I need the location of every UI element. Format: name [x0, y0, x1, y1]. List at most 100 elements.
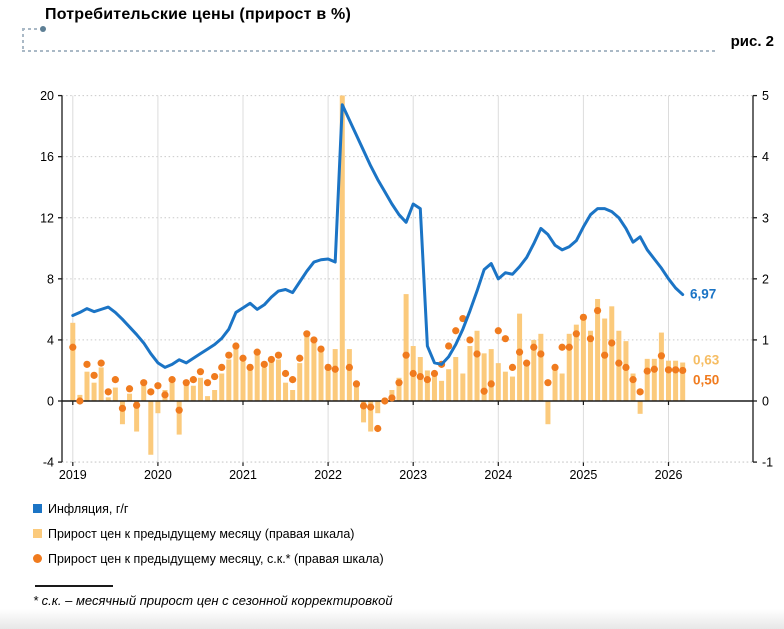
mom-bar: [318, 352, 324, 401]
mom-sa-dot: [480, 387, 488, 395]
right-axis-label: 0: [762, 395, 769, 409]
page-title: Потребительские цены (прирост в %): [45, 6, 351, 23]
mom-sa-dot-swatch: [33, 554, 42, 563]
year-label: 2020: [144, 468, 172, 482]
mom-bar: [219, 373, 225, 401]
mom-sa-dot: [679, 366, 687, 375]
mom-bar: [545, 401, 551, 425]
mom-bar: [573, 324, 579, 401]
mom-bar: [602, 318, 608, 401]
left-axis-label: 0: [47, 395, 54, 409]
mom-sa-dot: [140, 379, 148, 387]
mom-sa-dot: [636, 388, 644, 396]
annotation-dash-left: [22, 28, 24, 52]
right-axis-label: -1: [762, 456, 773, 470]
mom-bar: [112, 387, 118, 401]
legend-label: Инфляция, г/г: [48, 501, 129, 516]
mom-sa-dot: [409, 369, 417, 378]
mom-sa-dot: [189, 376, 197, 384]
mom-bar: [467, 346, 473, 401]
mom-bar: [247, 364, 253, 401]
mom-bar: [446, 369, 452, 401]
mom-bar: [268, 357, 274, 401]
mom-bar: [481, 353, 487, 401]
mom-bar: [119, 401, 125, 425]
mom-sa-dot: [359, 402, 368, 410]
mom-sa-dot: [664, 366, 673, 374]
mom-bar: [325, 364, 331, 401]
mom-bar: [311, 342, 317, 401]
mom-bar: [524, 363, 530, 401]
mom-sa-dot: [310, 336, 318, 344]
mom-sa-dots-series: [69, 306, 687, 433]
annotation-handle-dot[interactable]: [40, 26, 46, 32]
mom-sa-dot: [452, 327, 460, 335]
legend-item-inflation: Инфляция, г/г: [33, 496, 384, 521]
mom-bar: [595, 298, 601, 401]
mom-sa-dot: [317, 345, 325, 353]
mom-bar: [630, 373, 636, 401]
mom-sa-dot: [622, 363, 630, 372]
mom-bar: [474, 330, 480, 401]
mom-bar: [552, 367, 558, 401]
mom-bar: [587, 330, 593, 401]
grid-layer: [62, 95, 753, 466]
mom-sa-dot: [90, 371, 98, 379]
bottom-gradient: [0, 609, 784, 629]
mom-sa-dot: [118, 404, 127, 412]
mom-bar: [339, 95, 345, 401]
mom-sa-dot: [572, 330, 580, 338]
mom-bar: [205, 396, 211, 401]
mom-sa-dot: [530, 343, 538, 351]
end-value-label: 6,97: [690, 287, 716, 302]
mom-sa-dot: [388, 394, 396, 402]
year-label: 2019: [59, 468, 87, 482]
left-axis-label: 16: [40, 150, 54, 164]
left-axis-label: -4: [43, 456, 54, 470]
mom-sa-dot: [473, 350, 481, 358]
mom-sa-dot: [402, 351, 410, 359]
mom-sa-dot: [515, 348, 524, 356]
mom-sa-dot: [487, 380, 495, 388]
mom-sa-dot: [267, 355, 275, 364]
footnote-text: * с.к. – месячный прирост цен с сезонной…: [33, 593, 393, 608]
annotation-dash-top: [22, 28, 38, 30]
legend-item-mom-sa-dots: Прирост цен к предыдущему месяцу, с.к.* …: [33, 546, 384, 571]
mom-sa-dot: [629, 376, 637, 384]
mom-bar: [368, 401, 374, 432]
mom-sa-dot: [104, 388, 112, 396]
right-axis-label: 4: [762, 150, 769, 164]
mom-sa-dot: [551, 363, 559, 372]
mom-bar: [396, 377, 402, 401]
mom-bar: [609, 306, 615, 401]
legend-label: Прирост цен к предыдущему месяцу, с.к.* …: [48, 551, 384, 566]
mom-sa-dot: [508, 363, 517, 372]
mom-sa-dot: [374, 424, 382, 433]
mom-bar: [644, 358, 650, 401]
mom-bar: [197, 377, 203, 401]
mom-bar: [275, 359, 281, 401]
mom-sa-dot: [345, 363, 353, 372]
right-axis-label: 5: [762, 89, 769, 103]
mom-bar: [531, 339, 537, 401]
mom-sa-dot: [466, 336, 474, 344]
mom-bar: [509, 376, 515, 401]
mom-bar: [261, 367, 267, 401]
mom-sa-dot: [111, 376, 119, 384]
year-label: 2025: [569, 468, 597, 482]
mom-sa-dot: [537, 350, 545, 358]
mom-sa-dot: [615, 359, 623, 367]
mom-bar: [183, 381, 189, 401]
mom-sa-dot: [232, 342, 240, 350]
mom-sa-dot: [246, 363, 254, 372]
mom-bar: [424, 370, 430, 401]
mom-bar: [233, 349, 239, 401]
mom-sa-dot: [161, 391, 169, 399]
mom-sa-dot: [196, 368, 205, 376]
footnote-separator: [35, 585, 113, 587]
mom-bar: [439, 380, 445, 401]
mom-bar: [361, 401, 367, 423]
mom-sa-dot: [203, 379, 212, 387]
mom-sa-dot: [289, 376, 297, 384]
mom-sa-dot: [459, 314, 467, 323]
